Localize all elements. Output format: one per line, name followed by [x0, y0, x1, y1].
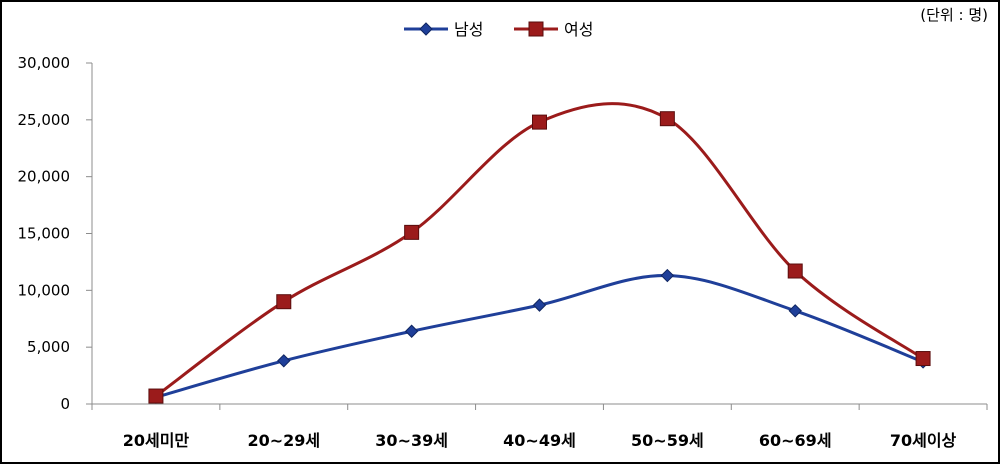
- series-line: [155, 274, 924, 399]
- axes: 0 5,000 10,000 15,000 20,000 25,000 30,000 20세미…: [18, 54, 988, 450]
- series-1: [155, 274, 924, 399]
- unit-note: (단위 : 명): [920, 6, 988, 24]
- legend-label: 여성: [564, 20, 593, 39]
- y-tick-label: 10,000: [18, 281, 71, 299]
- y-tick-label: 25,000: [18, 111, 71, 129]
- data-point: [404, 324, 419, 338]
- series-2: [155, 102, 924, 398]
- legend-marker: [419, 22, 433, 36]
- legend: 남성 여성: [404, 20, 593, 39]
- y-tick-label: 5,000: [27, 338, 70, 356]
- series-markers-1: [149, 268, 930, 404]
- series-line: [155, 102, 924, 398]
- x-category-label: 20세미만: [123, 431, 190, 450]
- legend-item: 남성: [404, 20, 483, 39]
- x-category-label: 30~39세: [375, 431, 448, 450]
- series-layer: [148, 102, 931, 404]
- data-point: [532, 298, 547, 312]
- data-point: [532, 114, 547, 130]
- y-tick-label: 15,000: [18, 225, 71, 243]
- y-tick-label: 0: [60, 395, 70, 413]
- data-point: [277, 354, 291, 368]
- legend-item: 여성: [514, 20, 593, 39]
- data-point: [788, 304, 802, 318]
- data-point: [915, 351, 931, 367]
- data-point: [660, 268, 675, 283]
- y-tick-label: 30,000: [18, 54, 71, 72]
- data-point: [787, 263, 803, 279]
- x-category-label: 60~69세: [759, 431, 832, 450]
- x-category-label: 20~29세: [247, 431, 320, 450]
- data-point: [148, 388, 164, 404]
- data-point: [404, 224, 420, 240]
- y-tick-label: 20,000: [18, 168, 71, 186]
- data-point: [659, 111, 675, 127]
- legend-label: 남성: [454, 20, 483, 39]
- series-markers-2: [148, 111, 931, 404]
- legend-marker: [528, 21, 544, 37]
- x-category-label: 40~49세: [503, 431, 576, 450]
- x-category-label: 70세이상: [890, 431, 957, 450]
- data-point: [276, 294, 292, 310]
- x-category-label: 50~59세: [631, 431, 704, 450]
